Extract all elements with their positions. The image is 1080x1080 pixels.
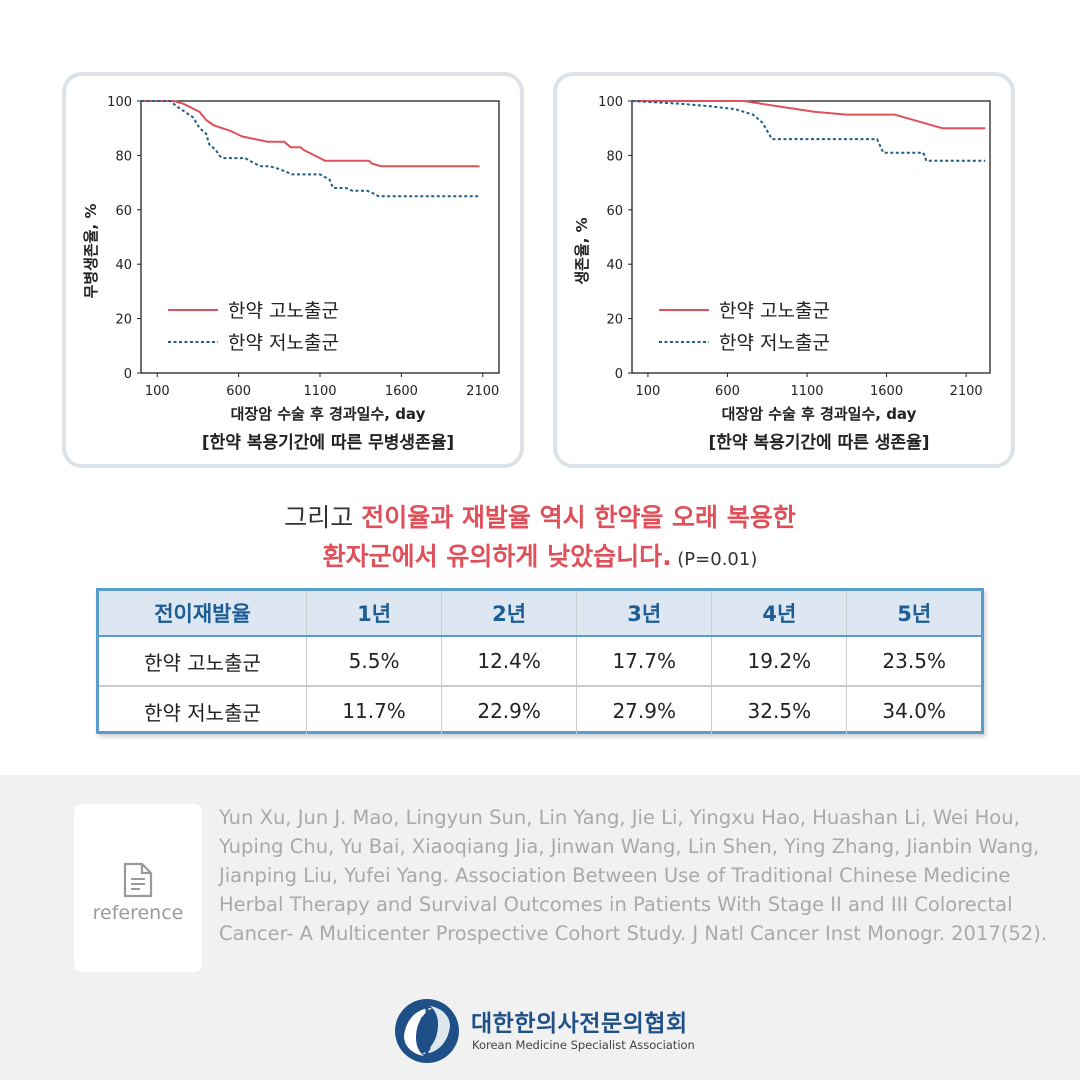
headline-line-2: 환자군에서 유의하게 낮았습니다. (P=0.01)	[0, 537, 1080, 573]
y-tick-label: 40	[606, 258, 623, 273]
table-cell: 22.9%	[441, 686, 578, 735]
x-tick-label: 1100	[303, 384, 336, 399]
series-line-1	[141, 100, 480, 168]
y-axis-label: 무병생존율, %	[82, 204, 100, 299]
x-tick-label: 1600	[385, 384, 418, 399]
x-tick-label: 2100	[950, 384, 983, 399]
y-tick-label: 20	[115, 313, 132, 328]
y-tick-label: 80	[115, 149, 132, 164]
chart-overall-survival: 0 20 40 60 80 100 100 600 1100 1600 2100 대장암 수술 후 경…	[573, 95, 991, 453]
table-cell: 12.4%	[441, 636, 578, 687]
x-axis-label: 대장암 수술 후 경과일수, day	[231, 405, 426, 423]
x-tick-label: 100	[145, 384, 170, 399]
plot-frame	[140, 100, 500, 374]
y-axis-label: 생존율, %	[573, 217, 591, 284]
y-tick-label: 80	[606, 149, 623, 164]
table-row-label: 한약 고노출군	[99, 636, 307, 687]
y-tick-label: 20	[606, 313, 623, 328]
y-tick-label: 0	[124, 367, 132, 382]
plot-frame	[631, 100, 991, 374]
chart-title: [한약 복용기간에 따른 생존율]	[709, 432, 930, 453]
reference-citation: Yun Xu, Jun J. Mao, Lingyun Sun, Lin Yan…	[219, 806, 1048, 945]
x-tick-label: 2100	[466, 384, 499, 399]
legend-label-1: 한약 고노출군	[719, 300, 830, 322]
legend-label-1: 한약 고노출군	[228, 300, 339, 322]
headline-highlight-2: 환자군에서 유의하게 낮았습니다.	[322, 542, 672, 571]
y-tick-label: 100	[107, 95, 132, 110]
headline-highlight-1: 전이율과 재발율 역시 한약을 오래 복용한	[361, 503, 796, 532]
chart-card-overall-survival: 0 20 40 60 80 100 100 600 1100 1600 2100 대장암 수술 후 경…	[553, 72, 1015, 468]
table-cell: 5.5%	[306, 636, 443, 687]
table-header-cell: 4년	[711, 591, 848, 637]
headline-p-value: (P=0.01)	[671, 549, 758, 570]
table-cell: 32.5%	[711, 686, 848, 735]
x-tick-label: 1100	[790, 384, 823, 399]
table-row: 한약 저노출군 11.7% 22.9% 27.9% 32.5% 34.0%	[99, 686, 981, 735]
table-cell: 11.7%	[306, 686, 443, 735]
reference-label: reference	[92, 902, 184, 924]
y-tick-label: 60	[606, 204, 623, 219]
table-header-cell: 3년	[576, 591, 713, 637]
chart-disease-free-survival: 0 20 40 60 80 100 100 600 1100 1600 2100 대장암 수술 후 경…	[82, 95, 500, 453]
table-cell: 27.9%	[576, 686, 713, 735]
chart-card-disease-free-survival: 0 20 40 60 80 100 100 600 1100 1600 2100 대장암 수술 후 경…	[62, 72, 524, 468]
x-tick-label: 600	[226, 384, 251, 399]
y-tick-label: 100	[598, 95, 623, 110]
headline-line-1: 그리고 전이율과 재발율 역시 한약을 오래 복용한	[0, 498, 1080, 534]
y-tick-label: 0	[615, 367, 623, 382]
association-logo	[395, 999, 459, 1063]
table-cell: 19.2%	[711, 636, 848, 687]
reference-badge: reference	[74, 804, 202, 972]
series-line-2	[631, 100, 986, 162]
legend-label-2: 한약 저노출군	[719, 332, 830, 354]
table-cell: 34.0%	[882, 699, 946, 723]
table-header-row: 전이재발율 1년 2년 3년 4년 5년	[99, 591, 981, 637]
table-row: 한약 고노출군 5.5% 12.4% 17.7% 19.2% 23.5%	[99, 636, 981, 687]
table-header-cell: 5년	[846, 591, 981, 637]
document-icon	[123, 862, 153, 898]
series-line-1	[632, 100, 986, 130]
headline-prefix: 그리고	[284, 503, 362, 532]
y-tick-label: 60	[115, 204, 132, 219]
chart-title: [한약 복용기간에 따른 무병생존율]	[202, 432, 454, 453]
y-tick-label: 40	[115, 258, 132, 273]
x-axis-label: 대장암 수술 후 경과일수, day	[722, 405, 917, 423]
x-tick-label: 600	[715, 384, 740, 399]
organization-name: 대한한의사전문의협회	[471, 1011, 688, 1037]
recurrence-table: 전이재발율 1년 2년 3년 4년 5년 한약 고노출군 5.5% 12.4% …	[96, 588, 984, 735]
series-line-2	[141, 100, 480, 198]
table-cell: 23.5%	[846, 636, 981, 687]
organization-subtitle: Korean Medicine Specialist Association	[472, 1038, 695, 1052]
table-cell: 17.7%	[576, 636, 713, 687]
table-row-label: 한약 저노출군	[99, 686, 307, 735]
x-tick-label: 1600	[870, 384, 903, 399]
legend-label-2: 한약 저노출군	[228, 332, 339, 354]
table-header-cell: 전이재발율	[99, 591, 307, 637]
x-tick-label: 100	[635, 384, 660, 399]
table-header-cell: 2년	[441, 591, 578, 637]
table-header-cell: 1년	[306, 591, 443, 637]
